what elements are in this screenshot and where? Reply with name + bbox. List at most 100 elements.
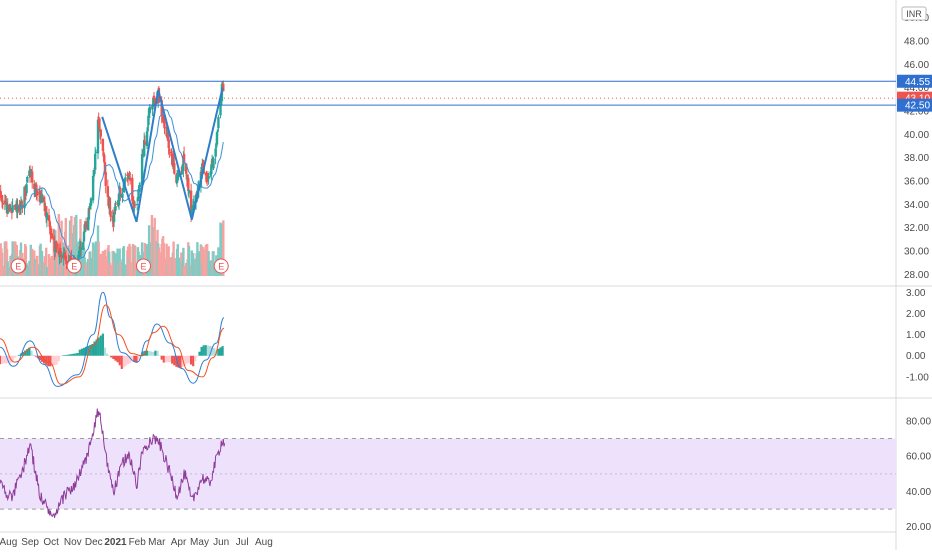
macd-histogram-bar: [99, 335, 102, 356]
macd-histogram-bar: [91, 343, 94, 356]
volume-bar: [55, 248, 58, 276]
rsi-axis-tick: 80.00: [906, 416, 931, 427]
macd-histogram-bar: [5, 355, 8, 364]
macd-histogram-bar: [112, 355, 115, 360]
time-axis-tick: Feb: [129, 537, 147, 548]
candle-body: [82, 231, 86, 242]
macd-histogram-bar: [169, 355, 172, 363]
candle-body: [111, 215, 114, 221]
volume-bar: [150, 214, 154, 276]
candle-body: [0, 200, 4, 203]
volume-bar: [99, 253, 102, 276]
volume-bar: [129, 246, 132, 276]
candle-body: [190, 210, 193, 218]
macd-histogram-bar: [135, 355, 138, 363]
volume-bar: [170, 257, 173, 276]
candle-body: [117, 193, 121, 206]
macd-histogram-bar: [68, 354, 71, 356]
volume-bar: [176, 244, 179, 276]
volume-bar: [24, 246, 28, 276]
candle-body: [162, 116, 165, 124]
macd-histogram-bar: [181, 355, 184, 367]
volume-bar: [35, 255, 39, 276]
candle-body: [147, 110, 151, 118]
macd-histogram-bar: [133, 355, 136, 363]
volume-bar: [212, 251, 215, 276]
candle-body: [185, 174, 189, 180]
macd-histogram-bar: [30, 350, 33, 356]
candle-body: [133, 204, 137, 206]
candle-body: [92, 169, 95, 177]
price-axis-tick: 34.00: [904, 200, 929, 211]
price-axis-tick: 36.00: [904, 177, 929, 188]
candle-body: [40, 194, 44, 203]
candle-body: [158, 98, 161, 101]
earnings-marker[interactable]: [10, 258, 26, 274]
volume-bar: [45, 247, 48, 276]
price-label: 44.55: [905, 77, 930, 88]
candle-body: [80, 247, 83, 250]
macd-histogram-bar: [217, 348, 220, 356]
candle-body: [145, 131, 149, 147]
macd-histogram-bar: [116, 355, 119, 363]
moving-average-line: [17, 109, 224, 260]
time-axis-tick: Sep: [21, 537, 39, 548]
candle-body: [222, 83, 225, 92]
macd-histogram-bar: [34, 355, 37, 357]
candle-body: [114, 206, 117, 211]
candle-body: [49, 225, 52, 235]
price-axis-tick: 38.00: [904, 153, 929, 164]
candle-body: [143, 139, 146, 156]
macd-histogram-bar: [183, 355, 186, 366]
volume-bar: [6, 261, 9, 276]
earnings-marker[interactable]: [66, 258, 82, 274]
candle-body: [210, 164, 213, 175]
price-label-box: [897, 74, 932, 88]
candle-body: [143, 141, 147, 145]
macd-histogram-bar: [22, 351, 25, 356]
macd-histogram-bar: [131, 355, 134, 362]
macd-histogram-bar: [103, 347, 107, 356]
macd-histogram-bar: [80, 348, 83, 356]
candle-body: [212, 158, 215, 169]
candle-body: [6, 204, 9, 214]
macd-histogram-bar: [124, 355, 128, 366]
volume-bar: [222, 220, 225, 276]
macd-histogram-bar: [47, 355, 50, 367]
macd-histogram-bar: [28, 347, 31, 356]
candle-body: [106, 186, 109, 198]
candle-body: [104, 171, 107, 186]
macd-histogram-bar: [204, 345, 207, 356]
candle-body: [20, 201, 23, 203]
rsi-axis-tick: 40.00: [906, 487, 931, 498]
earnings-marker[interactable]: [136, 258, 151, 274]
volume-bar: [153, 217, 156, 276]
volume-bar: [158, 252, 161, 276]
candle-body: [50, 233, 53, 239]
candle-body: [64, 256, 67, 261]
earnings-marker[interactable]: [213, 258, 229, 274]
candle-body: [214, 148, 217, 157]
price-label-box: [897, 98, 932, 112]
candle-body: [126, 174, 129, 176]
candle-body: [108, 197, 112, 210]
macd-histogram-bar: [89, 344, 92, 356]
candle-body: [4, 199, 7, 204]
volume-bar: [122, 245, 126, 276]
macd-histogram-bar: [0, 355, 4, 364]
candle-body: [26, 177, 29, 183]
price-axis-tick: 30.00: [904, 247, 929, 258]
volume-bar: [94, 241, 98, 276]
macd-histogram-bar: [55, 355, 58, 365]
candle-body: [215, 143, 218, 148]
candle-body: [65, 260, 68, 264]
candle-body: [25, 184, 28, 194]
currency-badge[interactable]: [901, 6, 927, 21]
candle-body: [5, 202, 8, 205]
w-pattern-line[interactable]: [101, 87, 224, 223]
candle-body: [205, 173, 208, 182]
volume-bar: [207, 251, 210, 276]
candle-body: [99, 129, 102, 137]
